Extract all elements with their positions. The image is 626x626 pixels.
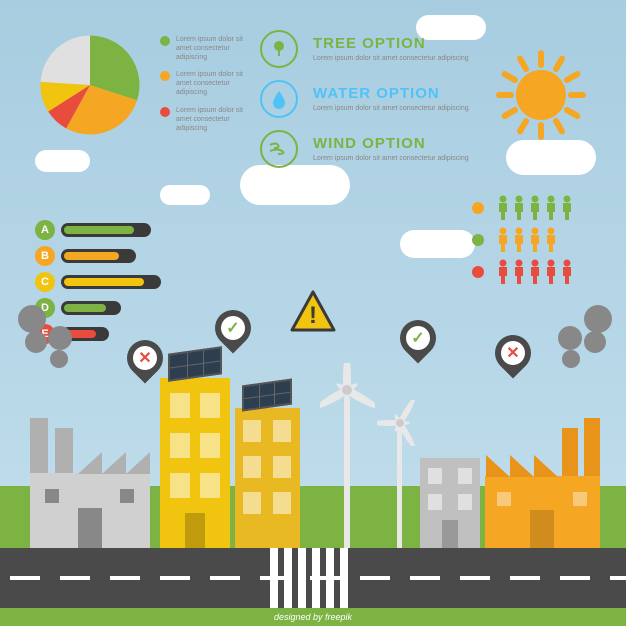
- map-marker-x: ✕: [495, 335, 531, 381]
- cloud: [506, 140, 596, 175]
- sun-icon: [501, 55, 581, 135]
- footer-credit: designed by freepik: [0, 608, 626, 626]
- option-tree: TREE OPTIONLorem ipsum dolor sit amet co…: [260, 30, 469, 68]
- bar-A: A: [35, 220, 161, 240]
- option-wind: WIND OPTIONLorem ipsum dolor sit amet co…: [260, 130, 469, 168]
- map-marker-check: ✓: [400, 320, 436, 366]
- people-row: [472, 195, 576, 221]
- legend-item: Lorem ipsum dolor sit amet consectetur a…: [160, 70, 251, 97]
- legend-item: Lorem ipsum dolor sit amet consectetur a…: [160, 35, 251, 62]
- legend-item: Lorem ipsum dolor sit amet consectetur a…: [160, 106, 251, 133]
- city-buildings: [0, 248, 626, 548]
- map-marker-check: ✓: [215, 310, 251, 356]
- pie-chart: [35, 30, 145, 140]
- pie-legend: Lorem ipsum dolor sit amet consectetur a…: [160, 35, 251, 141]
- crosswalk: [270, 548, 348, 608]
- options-list: TREE OPTIONLorem ipsum dolor sit amet co…: [260, 30, 469, 180]
- map-marker-x: ✕: [127, 340, 163, 386]
- option-water: WATER OPTIONLorem ipsum dolor sit amet c…: [260, 80, 469, 118]
- cloud: [35, 150, 90, 172]
- cloud: [160, 185, 210, 205]
